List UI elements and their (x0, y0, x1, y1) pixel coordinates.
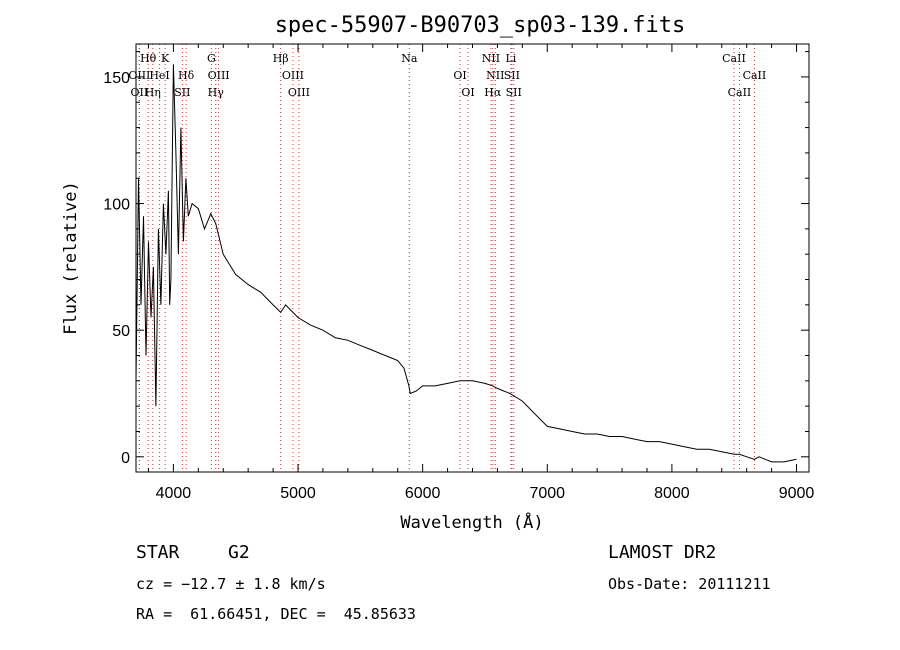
redshift-cz: cz = −12.7 ± 1.8 km/s (136, 575, 326, 593)
observation-date: Obs-Date: 20111211 (608, 575, 771, 593)
y-tick-label: 100 (103, 197, 130, 214)
spectrum-line (135, 64, 797, 463)
x-tick-label: 7000 (529, 485, 565, 502)
x-tick-label: 6000 (405, 485, 441, 502)
line-marker-label: OI (453, 69, 466, 82)
spectrum-series (135, 64, 797, 463)
line-marker-label: OIII (208, 69, 230, 82)
line-marker-label: SII (504, 69, 520, 82)
survey-name: LAMOST DR2 (608, 542, 717, 563)
line-marker-label: K (161, 52, 170, 65)
x-tick-label: 5000 (280, 485, 316, 502)
y-axis: 0 50 100 150 (103, 51, 809, 467)
line-marker-label: OII (131, 86, 149, 99)
line-marker-label: HeI (149, 69, 169, 82)
x-tick-label: 4000 (156, 485, 192, 502)
line-marker-label: Hθ (140, 52, 157, 65)
chart-title: spec-55907-B90703_sp03-139.fits (275, 13, 686, 38)
line-marker-label: CaII (722, 52, 746, 65)
y-tick-label: 150 (103, 70, 130, 87)
line-marker-label: Hδ (178, 69, 195, 82)
line-marker-label: OIII (282, 69, 304, 82)
y-tick-label: 50 (112, 323, 130, 340)
line-marker-label: Hβ (273, 52, 289, 65)
line-marker-label: SII (506, 86, 522, 99)
line-marker-label: NII (482, 52, 500, 65)
line-marker-label: OIII (288, 86, 310, 99)
x-axis-label: Wavelength (Å) (400, 511, 543, 533)
plot-frame (135, 43, 810, 473)
y-axis-label: Flux (relative) (61, 181, 81, 335)
line-marker-label: OI (461, 86, 474, 99)
object-class: STAR (136, 542, 180, 563)
x-axis: 4000 5000 6000 7000 8000 9000 (147, 44, 815, 502)
coordinates: RA = 61.66451, DEC = 45.85633 (136, 605, 416, 623)
line-marker-label: NII (486, 69, 504, 82)
line-marker-label: Hγ (208, 86, 225, 99)
object-subclass: G2 (228, 542, 250, 563)
line-marker-label: Hα (484, 86, 502, 99)
x-tick-label: 8000 (654, 485, 690, 502)
line-marker-label: Li (505, 52, 516, 65)
line-marker-label: Na (401, 52, 418, 65)
x-tick-label: 9000 (779, 485, 815, 502)
y-tick-label: 0 (121, 450, 130, 467)
line-marker-label: G (207, 52, 216, 65)
line-marker-label: Hη (145, 86, 161, 99)
line-marker-label: CaII (728, 86, 752, 99)
line-marker-label: CaII (743, 69, 767, 82)
line-marker-label: OIII (128, 69, 150, 82)
line-marker-label: SII (174, 86, 190, 99)
